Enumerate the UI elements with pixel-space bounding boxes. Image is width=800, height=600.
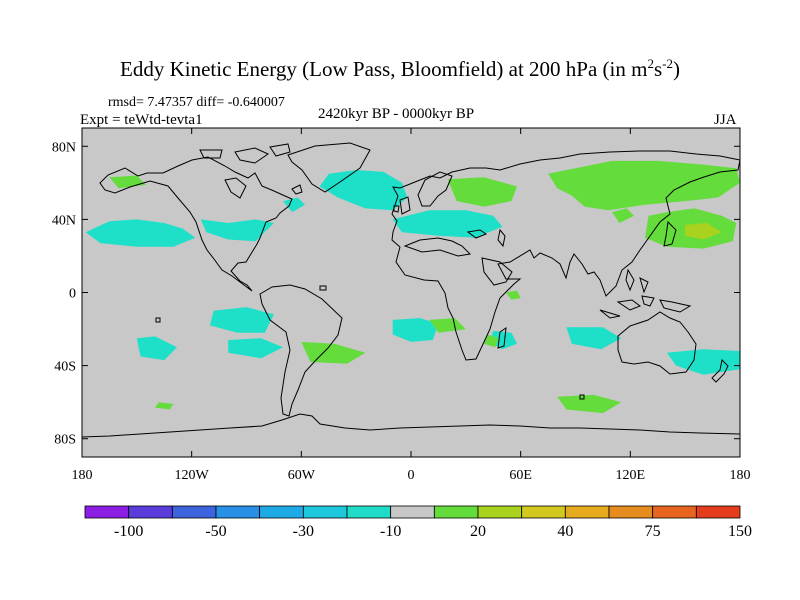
colorbar-swatch — [521, 505, 566, 519]
lon-tick-label: 120W — [175, 468, 210, 483]
coast-scandinavia — [417, 171, 453, 207]
colorbar-swatch — [477, 505, 523, 519]
season-label: JJA — [714, 112, 737, 128]
colorbar-label: 40 — [557, 523, 573, 540]
coast-eurasia-africa — [391, 150, 740, 361]
coast-indonesia — [599, 268, 692, 319]
anomaly-region-e-africa-pos — [506, 290, 521, 300]
colorbar-label: 150 — [728, 523, 752, 540]
title-sup2: -2 — [662, 56, 673, 71]
colorbar-swatch — [128, 505, 173, 519]
colorbar-swatch — [346, 505, 392, 519]
lat-tick-label: 80N — [52, 140, 76, 155]
anomaly-region-nw-pacific-core — [685, 223, 722, 240]
colorbar-swatch — [433, 505, 479, 519]
coast-japan — [663, 220, 677, 247]
colorbar-swatch — [695, 505, 741, 519]
anomaly-region-e-pacific-tropic-neg — [209, 307, 274, 333]
coast-australia — [617, 311, 697, 375]
lat-tick-label: 40N — [52, 213, 76, 228]
colorbar-swatch — [652, 505, 697, 519]
colorbar-swatch — [608, 505, 654, 519]
axis-ticks: 80N 40N 0 40S 80S 180 120W 60W 0 60E 120E 180 — [52, 128, 751, 483]
colorbar-swatch — [390, 505, 435, 519]
coast-small-islands — [155, 184, 585, 400]
colorbar-label: -50 — [205, 523, 226, 540]
anomaly-region-australia-neg — [666, 349, 740, 375]
colorbar-swatch — [171, 505, 217, 519]
anomaly-region-s-indian-east-neg — [566, 327, 622, 350]
coast-greenland — [287, 142, 371, 193]
anomaly-region-china-pos — [612, 208, 634, 223]
coast-new-zealand — [711, 358, 729, 383]
colorbar-swatch — [302, 505, 348, 519]
lon-tick-label: 120E — [616, 468, 646, 483]
anomaly-region-w-africa-pos — [429, 318, 466, 333]
colorbar-label: 20 — [470, 523, 486, 540]
coast-north-america — [99, 156, 293, 292]
anomaly-region-s-indian-west-pos — [484, 334, 499, 348]
colorbar-swatch — [215, 505, 261, 519]
colorbar-swatch — [259, 505, 304, 519]
colorbar-label: -30 — [293, 523, 314, 540]
lon-tick-label: 180 — [72, 468, 93, 483]
coast-caspian — [497, 228, 506, 248]
coast-antarctica — [82, 413, 740, 438]
coast-hudson-bay — [224, 177, 247, 199]
anomaly-region-se-pacific-pos — [155, 402, 174, 410]
lat-tick-label: 0 — [69, 287, 76, 302]
title-main: Eddy Kinetic Energy (Low Pass, Bloomfiel… — [120, 57, 648, 81]
anomaly-region-s-pacific-east-neg — [228, 338, 284, 359]
coast-arctic-islands — [199, 143, 291, 164]
colorbar-swatch — [564, 505, 610, 519]
experiment-label: Expt = teWtd-tevta1 — [80, 112, 203, 128]
colorbar: -100 -50 -30 -10 20 40 75 150 — [84, 505, 752, 540]
coast-arabia — [481, 257, 513, 286]
colorbar-label: -10 — [380, 523, 401, 540]
title-sup1: 2 — [647, 56, 654, 71]
coast-south-america — [259, 284, 343, 417]
coast-madagascar — [497, 326, 507, 349]
anomaly-region-n-pacific-west-neg — [85, 219, 196, 247]
colorbar-label: 75 — [645, 523, 661, 540]
coast-british-isles — [393, 196, 411, 215]
coast-mediterranean — [403, 229, 488, 257]
anomaly-region-n-atlantic-neg — [319, 170, 408, 211]
anomaly-region-s-atlantic-neg — [392, 318, 439, 342]
lat-tick-label: 80S — [54, 433, 76, 448]
anomaly-region-eurasia-pos — [548, 160, 740, 211]
period-label: 2420kyr BP - 0000kyr BP — [318, 106, 475, 122]
title-mid: s — [653, 57, 663, 81]
title-end: ) — [672, 57, 680, 81]
lon-tick-label: 60E — [509, 468, 532, 483]
anomaly-region-s-pacific-neg — [136, 336, 177, 361]
lat-tick-label: 40S — [54, 360, 76, 375]
stats-label: rmsd= 7.47357 diff= -0.640007 — [108, 95, 285, 110]
anomaly-region-n-america-neg — [200, 219, 274, 242]
anomaly-region-s-indian-neg — [489, 330, 517, 350]
anomaly-region-southern-ocean-pos — [557, 394, 622, 414]
lon-tick-label: 0 — [408, 468, 415, 483]
lon-tick-label: 180 — [730, 468, 751, 483]
lon-tick-label: 60W — [288, 468, 316, 483]
figure-title: Eddy Kinetic Energy (Low Pass, Bloomfiel… — [0, 56, 800, 82]
colorbar-swatch — [84, 505, 130, 519]
anomaly-region-e-europe-pos — [447, 177, 517, 207]
anomaly-region-labrador-neg — [283, 197, 305, 213]
colorbar-label: -100 — [114, 523, 143, 540]
coastlines — [82, 142, 740, 438]
